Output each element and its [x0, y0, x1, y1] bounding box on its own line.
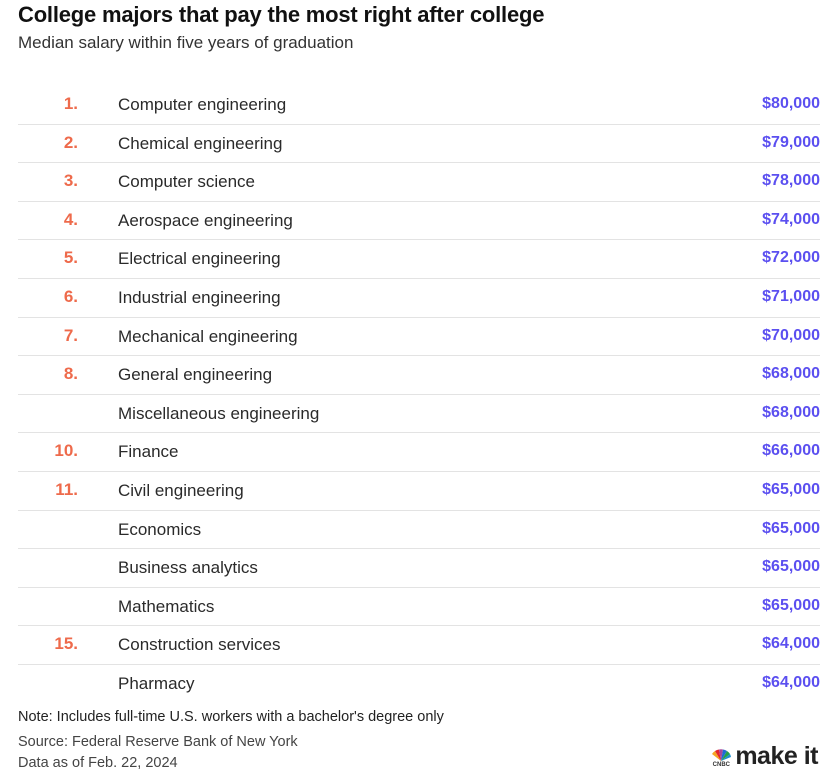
cnbc-small-label: CNBC	[712, 762, 730, 768]
table-row: Pharmacy $64,000	[18, 665, 820, 703]
table-row: 5. Electrical engineering $72,000	[18, 240, 820, 279]
logo-text: make it	[735, 742, 818, 770]
major-label: Industrial engineering	[118, 287, 281, 307]
major-label: Aerospace engineering	[118, 210, 293, 230]
major-label: Miscellaneous engineering	[118, 403, 320, 423]
salary-value: $66,000	[762, 442, 820, 460]
salary-value: $79,000	[762, 133, 820, 151]
major-label: Construction services	[118, 635, 281, 655]
rank-label: 1.	[63, 94, 78, 113]
table-row: 1. Computer engineering $80,000	[18, 86, 820, 125]
table-row: Economics $65,000	[18, 511, 820, 550]
salary-value: $74,000	[762, 210, 820, 228]
rank-label: 2.	[63, 132, 78, 152]
salary-value: $65,000	[762, 596, 820, 614]
cnbc-make-it-logo: CNBC make it	[710, 742, 818, 770]
salary-value: $65,000	[762, 558, 820, 576]
major-label: Computer science	[118, 172, 256, 192]
table-row: 10. Finance $66,000	[18, 433, 820, 472]
rank-label: 5.	[63, 248, 78, 268]
table-row: 3. Computer science $78,000	[18, 163, 820, 202]
rank-label: 6.	[63, 286, 78, 306]
salary-value: $65,000	[762, 480, 820, 498]
major-label: Mathematics	[118, 596, 215, 616]
table-row: 2. Chemical engineering $79,000	[18, 125, 820, 164]
salary-value: $70,000	[762, 326, 820, 344]
chart-subtitle: Median salary within five years of gradu…	[18, 33, 354, 52]
major-label: Business analytics	[118, 558, 258, 578]
table-row: Miscellaneous engineering $68,000	[18, 395, 820, 434]
salary-value: $72,000	[762, 249, 820, 267]
major-label: Economics	[118, 519, 202, 539]
salary-value: $68,000	[762, 403, 820, 421]
major-label: Finance	[118, 442, 179, 462]
salary-value: $71,000	[762, 287, 820, 305]
chart-title: College majors that pay the most right a…	[18, 2, 545, 27]
salary-value: $64,000	[762, 673, 820, 691]
major-label: Electrical engineering	[118, 249, 281, 269]
salary-value: $65,000	[762, 519, 820, 537]
table-row: 15. Construction services $64,000	[18, 626, 820, 665]
salary-value: $80,000	[762, 95, 820, 112]
rank-label: 11.	[55, 479, 78, 499]
table-row: Business analytics $65,000	[18, 549, 820, 588]
major-label: Chemical engineering	[118, 133, 283, 153]
table-row: 6. Industrial engineering $71,000	[18, 279, 820, 318]
salary-value: $78,000	[762, 172, 820, 190]
footer-date: Data as of Feb. 22, 2024	[18, 755, 178, 771]
table-row: 8. General engineering $68,000	[18, 356, 820, 395]
table-row: 11. Civil engineering $65,000	[18, 472, 820, 511]
rank-label: 15.	[54, 634, 78, 654]
major-label: Civil engineering	[118, 480, 244, 500]
footer-source: Source: Federal Reserve Bank of New York	[18, 734, 298, 750]
rank-label: 3.	[63, 171, 78, 191]
rank-label: 7.	[63, 325, 78, 345]
major-label: Mechanical engineering	[118, 326, 298, 346]
rank-label: 4.	[63, 209, 78, 229]
table-row: Mathematics $65,000	[18, 588, 820, 627]
table-row: 4. Aerospace engineering $74,000	[18, 202, 820, 241]
footer-note: Note: Includes full-time U.S. workers wi…	[18, 709, 444, 725]
salary-table: 1. Computer engineering $80,000 2. Chemical …	[18, 86, 820, 703]
major-label: Computer engineering	[118, 95, 287, 114]
table-row: 7. Mechanical engineering $70,000	[18, 318, 820, 357]
rank-label: 10.	[54, 441, 78, 461]
salary-value: $64,000	[762, 635, 820, 653]
rank-label: 8.	[63, 364, 78, 384]
major-label: Pharmacy	[118, 673, 195, 693]
salary-value: $68,000	[762, 365, 820, 383]
major-label: General engineering	[118, 365, 273, 385]
peacock-icon: CNBC	[710, 749, 732, 768]
